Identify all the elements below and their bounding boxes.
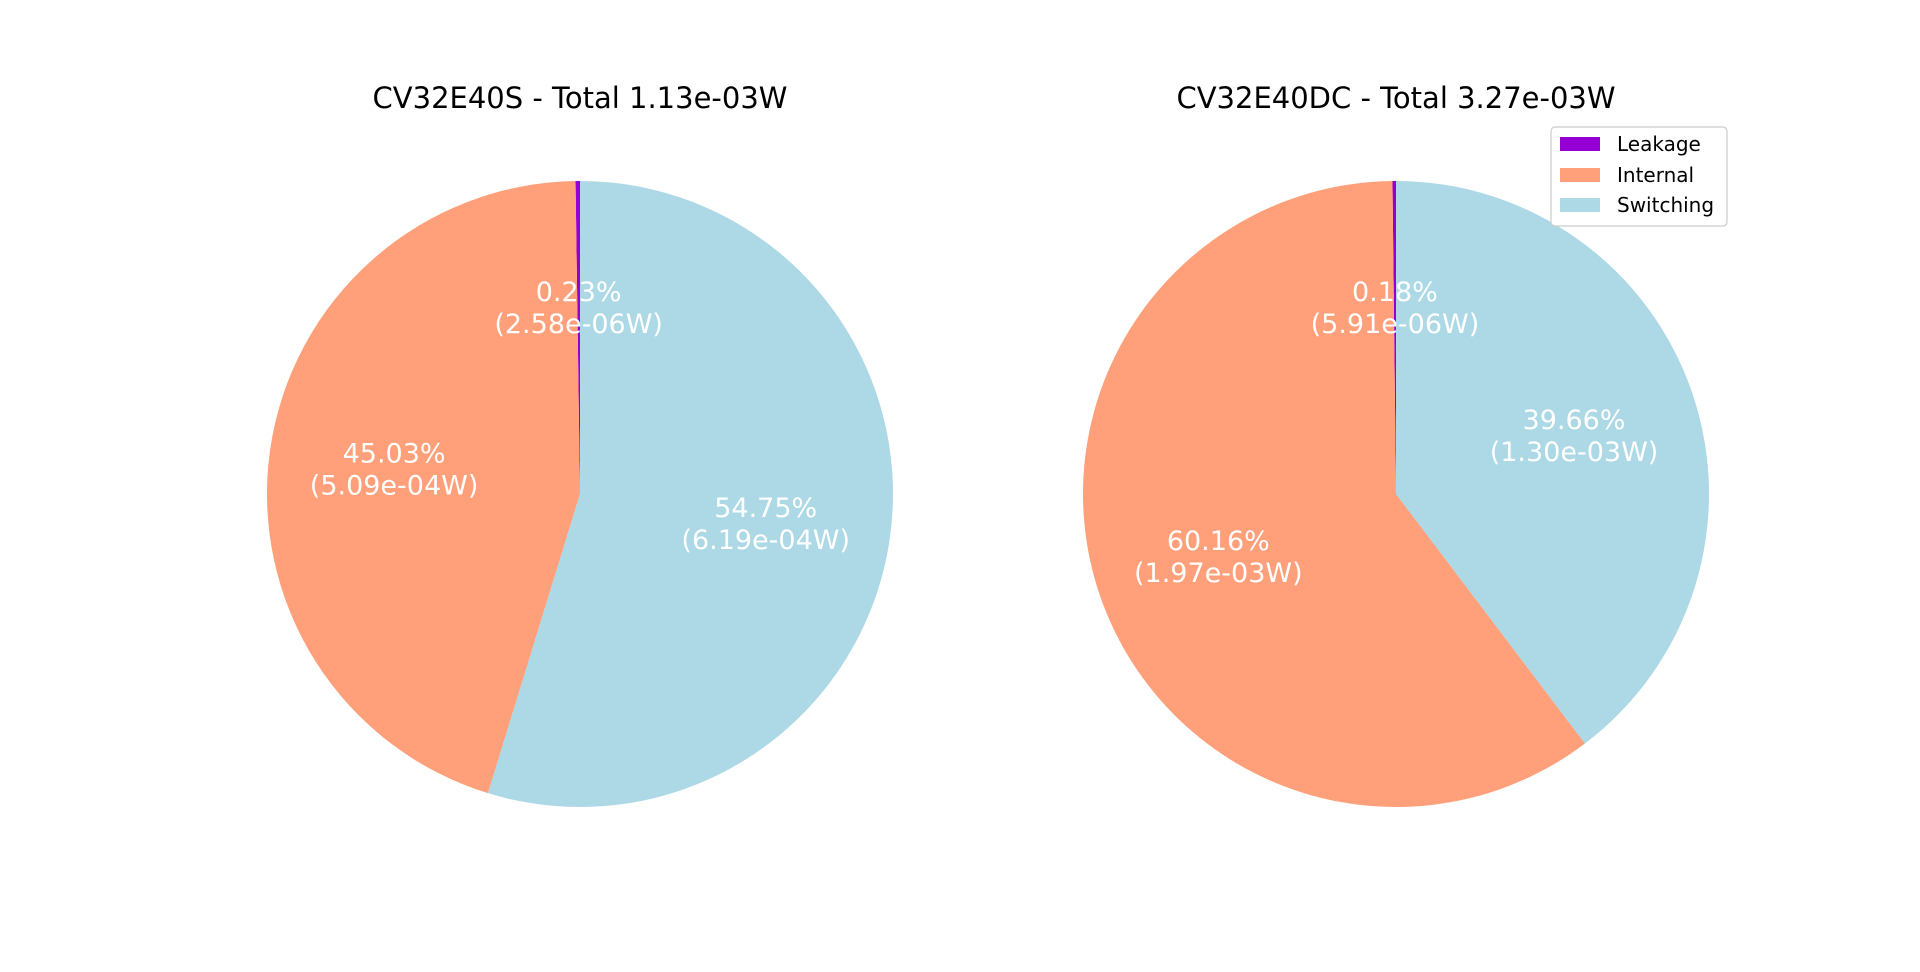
slice-label-switching: 39.66% (1.30e-03W) — [1490, 405, 1659, 468]
slice-watts-leakage: (2.58e-06W) — [494, 309, 663, 340]
slice-label-leakage: 0.18% (5.91e-06W) — [1311, 277, 1480, 340]
legend-swatch-internal — [1560, 168, 1600, 182]
chart-title: CV32E40DC - Total 3.27e-03W — [1176, 81, 1615, 115]
legend: Leakage Internal Switching — [1550, 126, 1728, 227]
slice-watts-leakage: (5.91e-06W) — [1311, 309, 1480, 340]
legend-item-leakage: Leakage — [1560, 132, 1701, 156]
legend-item-internal: Internal — [1560, 163, 1694, 187]
legend-label-switching: Switching — [1617, 193, 1714, 217]
slice-label-internal: 45.03% (5.09e-04W) — [310, 438, 479, 501]
pie-slice-internal — [1083, 181, 1585, 807]
slice-percent-switching: 39.66% — [1523, 405, 1626, 436]
slice-percent-switching: 54.75% — [714, 493, 817, 524]
legend-swatch-switching — [1560, 198, 1600, 212]
slice-percent-leakage: 0.18% — [1352, 277, 1438, 308]
pie-slice-leakage — [575, 180, 580, 494]
chart-title: CV32E40S - Total 1.13e-03W — [373, 81, 788, 115]
legend-item-switching: Switching — [1560, 193, 1714, 217]
slice-percent-internal: 45.03% — [343, 438, 446, 469]
slice-watts-internal: (5.09e-04W) — [310, 470, 479, 501]
slice-label-switching: 54.75% (6.19e-04W) — [681, 493, 850, 556]
slice-percent-internal: 60.16% — [1167, 526, 1270, 557]
pie-slice-internal — [266, 181, 580, 794]
pie-slice-switching — [1396, 180, 1710, 744]
pie-chart-cv32e40s: CV32E40S - Total 1.13e-03W 0.23% (2.58e-0… — [266, 81, 893, 807]
slice-watts-switching: (6.19e-04W) — [681, 525, 850, 556]
slice-label-internal: 60.16% (1.97e-03W) — [1134, 526, 1303, 589]
slice-label-leakage: 0.23% (2.58e-06W) — [494, 277, 663, 340]
legend-swatch-leakage — [1560, 137, 1600, 151]
slice-watts-switching: (1.30e-03W) — [1490, 437, 1659, 468]
pie-slice-leakage — [1392, 181, 1396, 494]
pie-chart-cv32e40dc: CV32E40DC - Total 3.27e-03W 0.18% (5.91e-… — [1083, 81, 1710, 807]
slice-watts-internal: (1.97e-03W) — [1134, 558, 1303, 589]
legend-label-internal: Internal — [1617, 163, 1694, 187]
pie-slice-switching — [487, 181, 893, 807]
legend-label-leakage: Leakage — [1617, 132, 1701, 156]
slice-percent-leakage: 0.23% — [536, 277, 622, 308]
